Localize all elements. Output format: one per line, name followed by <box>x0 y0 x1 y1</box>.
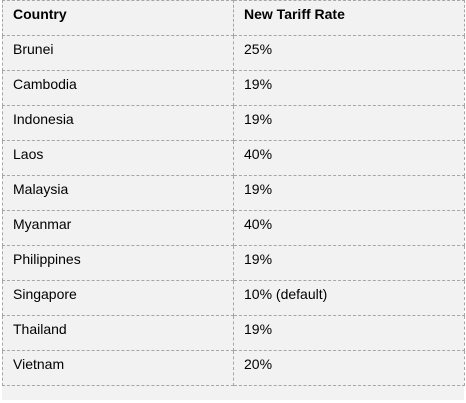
country-cell: Philippines <box>2 245 234 281</box>
table-body: Brunei 25% Cambodia 19% Indonesia 19% Laos 40% M… <box>2 35 465 386</box>
country-cell: Indonesia <box>2 105 234 141</box>
table-row: Malaysia 19% <box>2 175 465 211</box>
table-row: Indonesia 19% <box>2 105 465 141</box>
tariff-table: Country New Tariff Rate Brunei 25% Cambodia… <box>2 0 465 386</box>
rate-cell: 40% <box>233 140 465 176</box>
country-cell: Thailand <box>2 315 234 351</box>
table-row: Singapore 10% (default) <box>2 280 465 316</box>
rate-cell: 25% <box>233 35 465 71</box>
table-row: Thailand 19% <box>2 315 465 351</box>
rate-cell: 20% <box>233 350 465 386</box>
table-row: Brunei 25% <box>2 35 465 71</box>
country-cell: Singapore <box>2 280 234 316</box>
country-cell: Laos <box>2 140 234 176</box>
rate-cell: 10% (default) <box>233 280 465 316</box>
rate-cell: 19% <box>233 315 465 351</box>
header-cell: New Tariff Rate <box>233 0 465 36</box>
header-row: Country New Tariff Rate <box>2 0 465 36</box>
country-cell: Cambodia <box>2 70 234 106</box>
rate-cell: 40% <box>233 210 465 246</box>
table-row: Philippines 19% <box>2 245 465 281</box>
rate-cell: 19% <box>233 175 465 211</box>
country-cell: Vietnam <box>2 350 234 386</box>
rate-cell: 19% <box>233 105 465 141</box>
country-cell: Malaysia <box>2 175 234 211</box>
table-row: Myanmar 40% <box>2 210 465 246</box>
rate-cell: 19% <box>233 70 465 106</box>
table-row: Laos 40% <box>2 140 465 176</box>
rate-cell: 19% <box>233 245 465 281</box>
table-row: Vietnam 20% <box>2 350 465 386</box>
header-cell: Country <box>2 0 234 36</box>
country-cell: Brunei <box>2 35 234 71</box>
country-cell: Myanmar <box>2 210 234 246</box>
table-row: Cambodia 19% <box>2 70 465 106</box>
